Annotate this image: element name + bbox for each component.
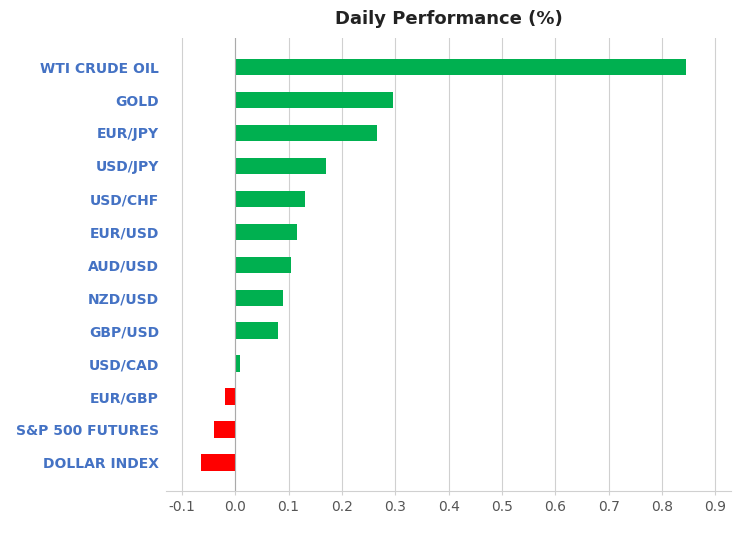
Bar [214, 422, 235, 438]
Bar [235, 257, 291, 273]
Title: Daily Performance (%): Daily Performance (%) [335, 10, 562, 28]
Bar [225, 388, 235, 405]
Bar [235, 355, 240, 372]
Bar [235, 158, 326, 174]
Bar [235, 191, 305, 207]
Bar [235, 224, 296, 240]
Bar [201, 454, 235, 471]
Bar [235, 323, 278, 339]
Bar [235, 92, 393, 108]
Bar [235, 124, 376, 141]
Bar [235, 289, 284, 306]
Bar [235, 59, 686, 75]
